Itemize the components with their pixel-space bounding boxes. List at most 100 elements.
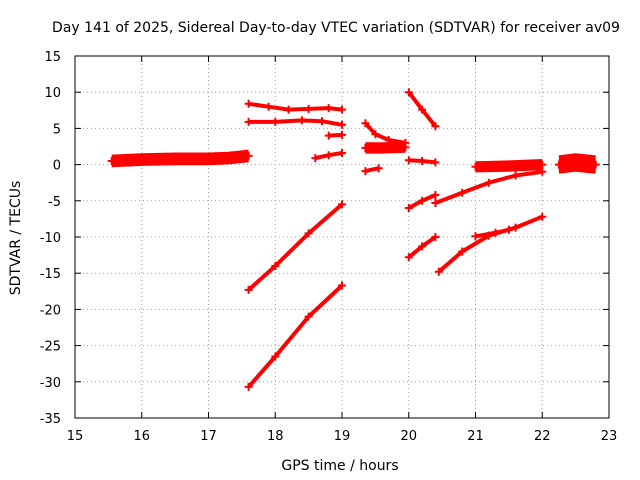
data-point xyxy=(271,352,280,361)
y-axis-label: SDTVAR / TECUs xyxy=(8,181,24,296)
data-point xyxy=(418,105,427,114)
series-line xyxy=(247,284,344,389)
data-point xyxy=(264,102,273,111)
series-arc-01 xyxy=(107,149,253,168)
y-tick-label: -10 xyxy=(40,231,61,246)
series-arc-09 xyxy=(361,141,410,154)
series-arc-14 xyxy=(404,233,440,262)
data-point xyxy=(418,242,427,251)
data-point xyxy=(107,157,116,165)
data-point xyxy=(591,160,600,169)
series-line xyxy=(111,149,249,159)
x-axis-label: GPS time / hours xyxy=(281,458,398,474)
series-arc-04 xyxy=(244,200,346,294)
y-tick-label: 0 xyxy=(53,159,61,174)
x-tick-label: 23 xyxy=(601,429,618,444)
data-point xyxy=(297,116,306,125)
data-point xyxy=(318,117,326,126)
data-point xyxy=(431,122,440,131)
data-point xyxy=(404,88,413,97)
data-point xyxy=(471,232,480,241)
series-line xyxy=(558,156,596,163)
data-point xyxy=(431,158,440,167)
data-point xyxy=(431,233,440,241)
x-tick-label: 18 xyxy=(267,429,284,444)
data-point xyxy=(491,228,500,237)
data-point xyxy=(244,382,253,391)
series-line xyxy=(558,167,596,174)
data-point xyxy=(171,154,180,163)
data-point xyxy=(538,160,547,169)
data-point xyxy=(271,262,280,270)
data-point xyxy=(244,117,253,126)
data-point xyxy=(458,247,467,256)
data-point xyxy=(554,160,563,169)
data-point xyxy=(484,178,493,187)
series-arc-18 xyxy=(471,159,547,173)
series-line xyxy=(365,141,406,147)
series-arc-11 xyxy=(404,88,440,131)
x-tick-label: 16 xyxy=(133,429,150,444)
data-point xyxy=(338,149,346,157)
series-arc-12 xyxy=(404,156,440,167)
data-point xyxy=(338,130,346,139)
data-point xyxy=(374,164,383,173)
series-arc-05 xyxy=(244,281,346,391)
data-point xyxy=(571,158,580,167)
data-point xyxy=(361,167,370,176)
data-point xyxy=(401,143,410,152)
data-point xyxy=(504,225,513,234)
data-point xyxy=(324,104,333,113)
data-point xyxy=(338,105,346,114)
series-arc-06 xyxy=(324,130,346,140)
y-tick-label: 5 xyxy=(53,122,61,137)
x-tick-label: 17 xyxy=(200,429,217,444)
y-tick-label: 15 xyxy=(44,50,61,65)
series-line xyxy=(111,151,249,161)
series-arc-03 xyxy=(244,116,346,129)
series-line xyxy=(558,153,596,160)
y-tick-label: -25 xyxy=(40,340,61,355)
data-point xyxy=(324,131,333,140)
data-point xyxy=(304,312,313,321)
series-line xyxy=(363,121,406,145)
x-tick-label: 22 xyxy=(534,429,551,444)
series-arc-16 xyxy=(434,212,547,276)
data-point xyxy=(224,154,233,163)
data-point xyxy=(434,267,443,276)
series-line xyxy=(434,169,543,205)
data-point xyxy=(284,105,293,114)
data-point xyxy=(511,223,520,232)
data-series xyxy=(107,88,600,391)
series-line xyxy=(248,118,343,127)
data-point xyxy=(324,151,333,160)
data-point xyxy=(504,162,513,170)
data-point xyxy=(511,171,520,180)
series-arc-07 xyxy=(311,149,346,163)
series-line xyxy=(111,156,249,166)
data-point xyxy=(431,191,440,199)
x-tick-label: 15 xyxy=(67,429,84,444)
series-line xyxy=(111,158,249,168)
data-point xyxy=(404,156,413,165)
series-arc-17 xyxy=(471,225,513,241)
data-point xyxy=(418,157,427,165)
series-line xyxy=(247,202,344,292)
data-point xyxy=(471,162,480,171)
data-point xyxy=(361,119,370,128)
series-line xyxy=(437,214,544,274)
data-point xyxy=(418,196,427,205)
series-arc-10 xyxy=(361,164,383,176)
data-point xyxy=(338,200,346,209)
data-point xyxy=(404,204,413,212)
x-tick-label: 21 xyxy=(467,429,484,444)
series-line xyxy=(558,164,596,171)
data-point xyxy=(244,99,253,108)
chart-title: Day 141 of 2025, Sidereal Day-to-day VTE… xyxy=(52,20,620,36)
data-point xyxy=(304,104,313,113)
data-point xyxy=(378,143,387,152)
data-point xyxy=(404,253,413,262)
y-tick-label: -15 xyxy=(40,267,61,282)
data-point xyxy=(311,154,320,163)
